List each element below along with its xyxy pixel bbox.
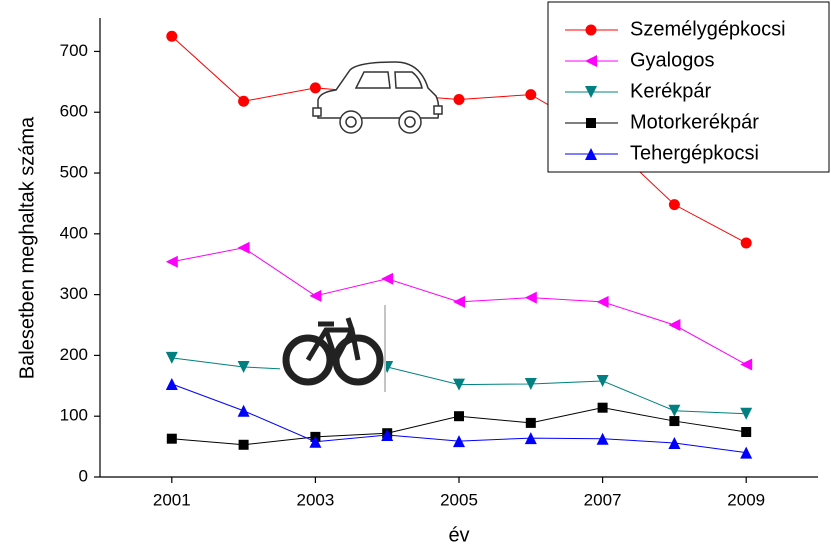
legend-label: Tehergépkocsi bbox=[630, 142, 759, 164]
marker bbox=[740, 407, 753, 420]
legend-label: Gyalogos bbox=[630, 49, 715, 71]
marker bbox=[166, 30, 178, 42]
plot: 0 100 200 300 400 500 600 700 2001 2003 2005 2007 20… bbox=[60, 18, 818, 509]
marker bbox=[525, 417, 536, 428]
legend-marker bbox=[585, 55, 597, 67]
x-tick-label: 2001 bbox=[153, 490, 191, 509]
legend-marker bbox=[585, 86, 597, 98]
legend-label: Kerékpár bbox=[630, 80, 711, 102]
legend-label: Motorkerékpár bbox=[630, 111, 759, 133]
marker bbox=[237, 360, 250, 373]
marker bbox=[668, 436, 681, 449]
y-tick-label: 100 bbox=[60, 406, 88, 425]
marker bbox=[740, 446, 753, 459]
x-tick-label: 2009 bbox=[727, 490, 765, 509]
marker bbox=[165, 377, 178, 390]
marker bbox=[668, 199, 680, 211]
bicycle-icon bbox=[280, 305, 386, 393]
marker bbox=[596, 432, 609, 445]
legend-marker bbox=[586, 118, 596, 128]
x-tick-label: 2007 bbox=[584, 490, 622, 509]
marker bbox=[524, 377, 537, 390]
marker bbox=[309, 82, 321, 94]
y-axis-label: Balesetben meghaltak száma bbox=[16, 116, 38, 379]
legend-marker bbox=[585, 24, 597, 36]
legend-label: Személygépkocsi bbox=[630, 18, 786, 40]
marker bbox=[453, 295, 465, 308]
marker bbox=[166, 433, 177, 444]
marker bbox=[669, 416, 680, 427]
marker bbox=[238, 95, 250, 107]
marker bbox=[237, 241, 250, 254]
marker bbox=[309, 289, 322, 302]
marker bbox=[524, 291, 537, 304]
marker bbox=[381, 272, 394, 285]
y-tick-label: 500 bbox=[60, 163, 88, 182]
marker bbox=[453, 435, 465, 448]
marker bbox=[165, 255, 178, 268]
marker bbox=[740, 358, 753, 371]
marker bbox=[381, 429, 394, 442]
y-tick-label: 400 bbox=[60, 223, 88, 242]
legend-marker bbox=[585, 148, 597, 160]
marker bbox=[668, 319, 681, 332]
marker bbox=[596, 295, 609, 308]
marker bbox=[309, 435, 322, 448]
series-line bbox=[171, 247, 747, 365]
marker bbox=[453, 378, 465, 391]
y-tick-label: 700 bbox=[60, 41, 88, 60]
marker bbox=[238, 439, 249, 450]
marker bbox=[524, 432, 537, 445]
x-tick-label: 2005 bbox=[440, 490, 478, 509]
x-axis-label: év bbox=[448, 524, 469, 546]
legend: Személygépkocsi Gyalogos Kerékpár Motorkeré… bbox=[547, 1, 830, 173]
y-tick-label: 600 bbox=[60, 102, 88, 121]
marker bbox=[237, 404, 250, 417]
x-tick-label: 2003 bbox=[296, 490, 334, 509]
marker bbox=[165, 351, 178, 364]
marker bbox=[740, 237, 752, 249]
marker bbox=[454, 411, 464, 422]
y-tick-label: 200 bbox=[60, 345, 88, 364]
y-tick-label: 0 bbox=[79, 466, 88, 485]
marker bbox=[596, 374, 609, 387]
car-icon bbox=[312, 61, 443, 134]
marker bbox=[597, 402, 608, 413]
marker bbox=[668, 404, 681, 417]
marker bbox=[453, 93, 465, 105]
marker bbox=[741, 427, 752, 438]
y-tick-label: 300 bbox=[60, 284, 88, 303]
marker bbox=[525, 89, 537, 101]
